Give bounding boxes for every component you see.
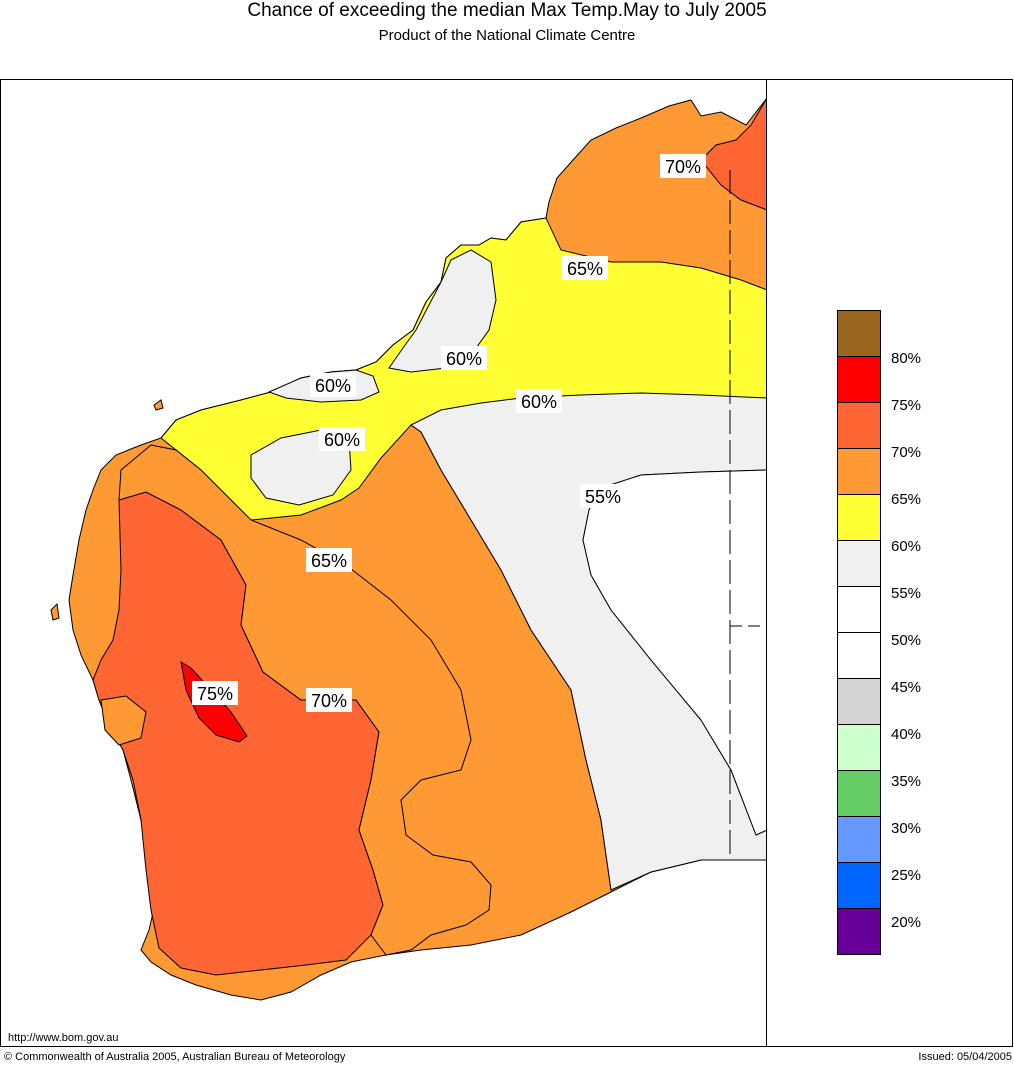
contour-label-70-ne: 70%: [660, 154, 706, 178]
legend-label: 65%: [891, 491, 922, 508]
legend-label: 40%: [891, 726, 922, 743]
legend-swatch: [837, 816, 881, 863]
contour-label-60-inland: 60%: [319, 427, 365, 451]
legend-swatch: [837, 310, 881, 357]
contour-label-55: 55%: [580, 484, 626, 508]
legend-swatch: [837, 862, 881, 909]
svg-text:75%: 75%: [197, 684, 233, 704]
legend-label: 45%: [891, 679, 922, 696]
legend-swatch: [837, 356, 881, 403]
legend-swatch: [837, 540, 881, 587]
color-legend: [837, 310, 881, 955]
contour-label-65-sw: 65%: [306, 548, 352, 572]
legend-swatch: [837, 678, 881, 725]
legend-swatch: [837, 448, 881, 495]
pocket-65-west: [100, 695, 147, 746]
legend-divider: [766, 79, 767, 1047]
svg-text:55%: 55%: [585, 487, 621, 507]
legend-swatch: [837, 402, 881, 449]
map-frame: [0, 79, 1013, 1047]
source-url[interactable]: http://www.bom.gov.au: [8, 1032, 119, 1044]
legend-label: 60%: [891, 538, 922, 555]
band-65-south: [118, 444, 492, 956]
svg-text:70%: 70%: [311, 691, 347, 711]
legend-swatch: [837, 770, 881, 817]
band-70-ne: [700, 97, 767, 211]
legend-label: 80%: [891, 350, 922, 367]
svg-text:60%: 60%: [521, 392, 557, 412]
legend-label: 70%: [891, 444, 922, 461]
legend-label: 75%: [891, 397, 922, 414]
issued-date: Issued: 05/04/2005: [918, 1051, 1012, 1063]
legend-swatch: [837, 586, 881, 633]
svg-text:60%: 60%: [315, 376, 351, 396]
contour-label-60-coast1: 60%: [310, 373, 356, 397]
legend-swatch: [837, 724, 881, 771]
svg-text:65%: 65%: [567, 259, 603, 279]
contour-label-65-n: 65%: [562, 256, 608, 280]
svg-text:60%: 60%: [324, 430, 360, 450]
legend-swatch: [837, 632, 881, 679]
wa-map: 70% 65% 60% 60% 60% 60% 55% 65%: [50, 97, 767, 1001]
contour-label-60-east: 60%: [516, 389, 562, 413]
map-panel: 70% 65% 60% 60% 60% 60% 55% 65%: [1, 80, 767, 1046]
band-50-white: [582, 469, 767, 836]
legend-label: 30%: [891, 820, 922, 837]
island: [153, 399, 164, 411]
legend-swatch: [837, 494, 881, 541]
copyright-text: © Commonwealth of Australia 2005, Austra…: [4, 1051, 346, 1063]
svg-text:65%: 65%: [311, 551, 347, 571]
contour-label-75: 75%: [192, 681, 238, 705]
island: [50, 602, 60, 621]
legend-label: 50%: [891, 632, 922, 649]
map-title: Chance of exceeding the median Max Temp.…: [247, 0, 767, 21]
legend-label: 35%: [891, 773, 922, 790]
contour-label-60-coast2: 60%: [441, 346, 487, 370]
map-subtitle: Product of the National Climate Centre: [378, 27, 636, 44]
svg-text:70%: 70%: [665, 157, 701, 177]
svg-text:60%: 60%: [446, 349, 482, 369]
legend-label: 55%: [891, 585, 922, 602]
contour-label-70-sw: 70%: [306, 688, 352, 712]
legend-label: 25%: [891, 867, 922, 884]
legend-label: 20%: [891, 914, 922, 931]
legend-swatch: [837, 908, 881, 955]
